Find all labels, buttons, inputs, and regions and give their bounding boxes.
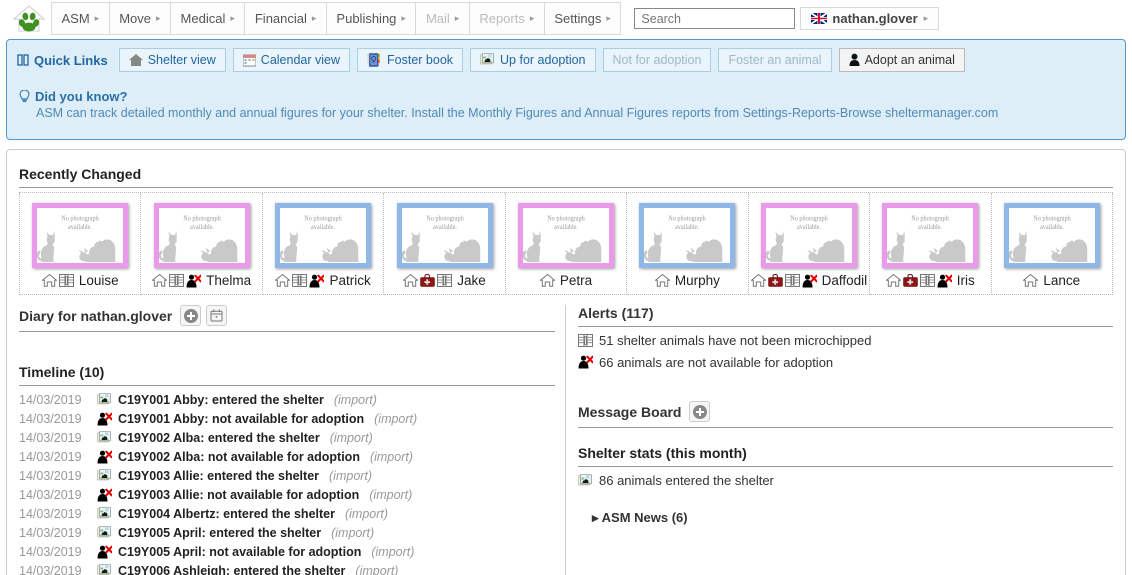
svg-text:available.: available. <box>675 223 699 232</box>
svg-text:No photograph: No photograph <box>912 214 950 223</box>
svg-text:No photograph: No photograph <box>790 214 828 223</box>
svg-text:available.: available. <box>190 223 214 232</box>
svg-text:No photograph: No photograph <box>426 214 464 223</box>
svg-text:available.: available. <box>433 223 457 232</box>
svg-text:available.: available. <box>1040 223 1064 232</box>
svg-text:available.: available. <box>797 223 821 232</box>
svg-text:No photograph: No photograph <box>304 214 342 223</box>
svg-text:No photograph: No photograph <box>669 214 707 223</box>
svg-text:No photograph: No photograph <box>547 214 585 223</box>
svg-text:available.: available. <box>68 223 92 232</box>
svg-text:available.: available. <box>554 223 578 232</box>
svg-text:available.: available. <box>918 223 942 232</box>
svg-text:available.: available. <box>311 223 335 232</box>
svg-text:No photograph: No photograph <box>1033 214 1071 223</box>
svg-text:No photograph: No photograph <box>183 214 221 223</box>
svg-text:No photograph: No photograph <box>61 214 99 223</box>
